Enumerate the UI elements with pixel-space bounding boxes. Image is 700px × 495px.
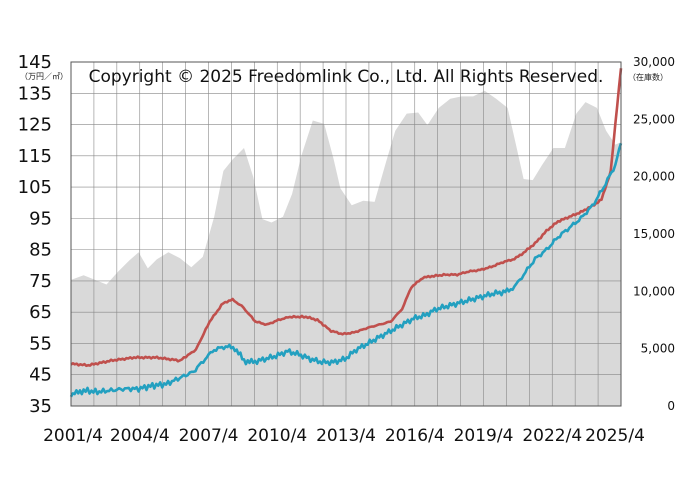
- x-ticks: 2001/4 2004/4 2007/4 2010/4 2013/4 2016/4 2019…: [43, 426, 645, 446]
- y-left-tick-label: 45: [29, 365, 52, 386]
- plot-frame: [70, 61, 622, 407]
- y-right-tick-label: 5,000: [641, 342, 675, 356]
- y-right-tick-label: 0: [667, 399, 675, 413]
- series-layer: [69, 68, 623, 398]
- y-right-tick-label: 10,000: [633, 284, 675, 298]
- y-left-tick-label: 35: [29, 396, 52, 417]
- y-left-tick-label: 125: [18, 115, 52, 136]
- y-right-tick-label: 20,000: [633, 170, 675, 184]
- y-right-tick-label: 25,000: [633, 112, 675, 126]
- y-left-tick-label: 65: [29, 302, 52, 323]
- left-axis-unit: （万円／㎡）: [20, 72, 68, 81]
- x-tick-label: 2007/4: [179, 426, 239, 446]
- x-tick-label: 2010/4: [247, 426, 307, 446]
- x-tick-label: 2016/4: [385, 426, 445, 446]
- y-left-tick-label: 85: [29, 240, 52, 261]
- series-line-teal: [69, 142, 623, 398]
- x-tick-label: 2004/4: [110, 426, 170, 446]
- y-right-tick-label: 30,000: [633, 55, 675, 69]
- y-left-tick-label: 135: [18, 83, 52, 104]
- x-tick-label: 2013/4: [316, 426, 376, 446]
- y-right-tick-label: 15,000: [633, 227, 675, 241]
- series-line-red: [70, 68, 623, 368]
- right-ticks: 30,000 25,000 20,000 15,000 10,000 5,000 0: [633, 55, 675, 413]
- y-left-tick-label: 105: [18, 177, 52, 198]
- y-left-tick-label: 55: [29, 333, 52, 354]
- y-left-tick-label: 75: [29, 271, 52, 292]
- y-left-tick-label: 95: [29, 208, 52, 229]
- x-tick-label: 2001/4: [43, 426, 103, 446]
- copyright-annotation: Copyright © 2025 Freedomlink Co., Ltd. A…: [89, 67, 604, 87]
- right-axis-unit: （在庫数）: [628, 72, 668, 82]
- x-tick-label: 2019/4: [454, 426, 514, 446]
- left-ticks: 145 135 125 115 105 95 85 75 65 55 45 35: [18, 52, 52, 417]
- x-tick-label: 2022/4: [522, 426, 582, 446]
- y-left-tick-label: 115: [18, 146, 52, 167]
- x-tick-label: 2025/4: [585, 426, 645, 446]
- y-left-tick-label: 145: [18, 52, 52, 73]
